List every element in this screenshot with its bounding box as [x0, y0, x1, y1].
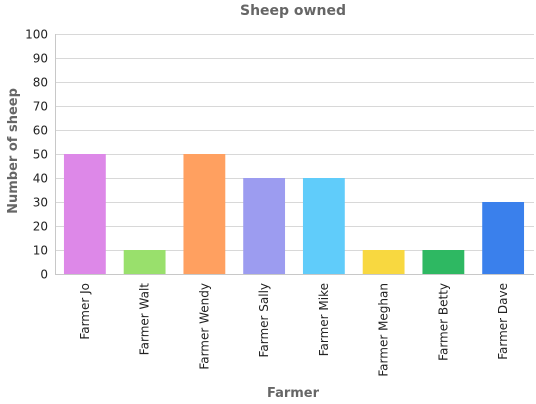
y-tick-label: 70 [33, 100, 48, 114]
bar [422, 250, 465, 274]
bar [123, 250, 166, 274]
chart-title: Sheep owned [240, 3, 346, 19]
bar [243, 178, 286, 274]
x-tick-label: Farmer Meghan [377, 283, 391, 377]
x-tick-label: Farmer Jo [78, 283, 92, 340]
x-axis-title: Farmer [267, 386, 320, 401]
bar [362, 250, 405, 274]
bar [183, 154, 226, 274]
x-tick-label: Farmer Walt [138, 283, 152, 355]
bars [63, 154, 525, 274]
y-tick-label: 20 [33, 220, 48, 234]
axes [55, 34, 534, 275]
x-tick-label: Farmer Dave [496, 283, 510, 360]
x-tick-label: Farmer Sally [257, 283, 271, 357]
y-tick-label: 50 [33, 148, 48, 162]
bar [482, 202, 525, 274]
y-tick-label: 30 [33, 196, 48, 210]
y-tick-label: 0 [40, 268, 48, 282]
bar [302, 178, 345, 274]
y-tick-label: 80 [33, 76, 48, 90]
bar [63, 154, 106, 274]
y-tick-label: 100 [25, 28, 48, 42]
y-axis-ticks: 0 10 20 30 40 50 60 70 80 90 100 [25, 28, 48, 282]
y-tick-label: 90 [33, 52, 48, 66]
y-tick-label: 40 [33, 172, 48, 186]
x-tick-label: Farmer Wendy [197, 283, 211, 370]
x-tick-label: Farmer Betty [436, 283, 450, 361]
x-tick-label: Farmer Mike [317, 283, 331, 356]
y-tick-label: 60 [33, 124, 48, 138]
gridlines [55, 34, 534, 275]
y-axis-title: Number of sheep [6, 88, 21, 214]
y-tick-label: 10 [33, 244, 48, 258]
x-axis-labels: Farmer Jo Farmer Walt Farmer Wendy Farmer S… [78, 283, 510, 377]
